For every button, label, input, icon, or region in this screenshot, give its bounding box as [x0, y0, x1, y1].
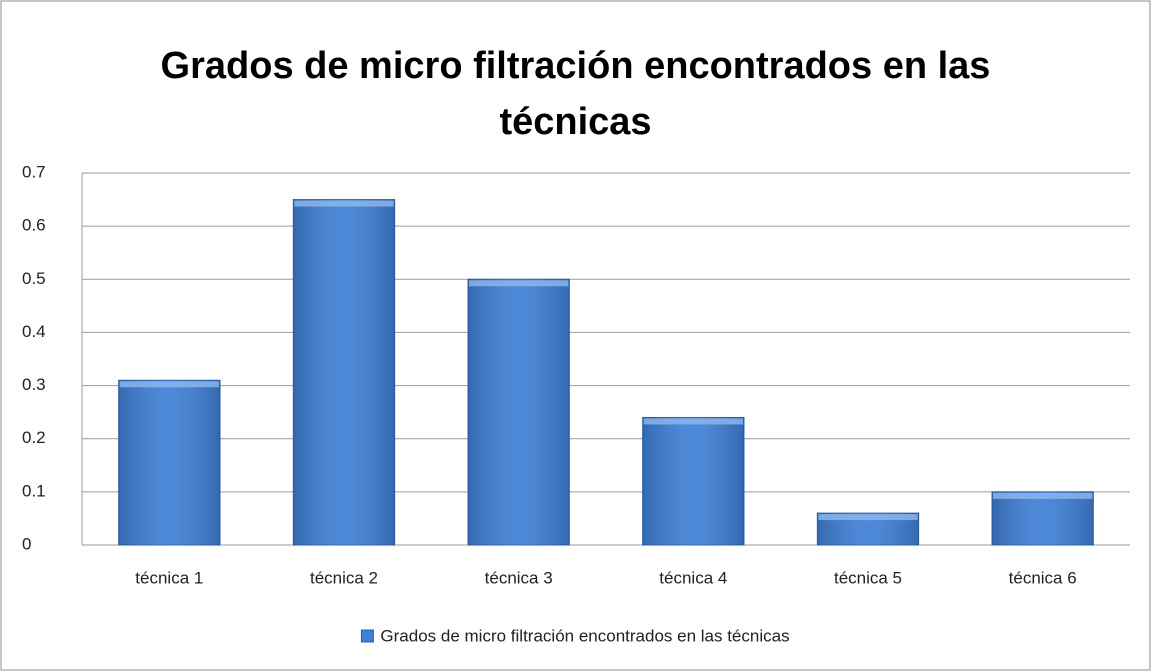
y-tick-label: 0.6 [22, 216, 46, 235]
y-tick-label: 0.1 [22, 481, 46, 500]
x-tick-label: técnica 2 [310, 568, 378, 587]
y-tick-label: 0.7 [22, 162, 46, 181]
chart-title: Grados de micro filtración encontrados e… [160, 45, 991, 143]
x-tick-label: técnica 5 [834, 568, 902, 587]
bar-highlight [643, 418, 743, 425]
x-tick-label: técnica 6 [1009, 568, 1077, 587]
legend-swatch [360, 629, 374, 643]
y-tick-label: 0.5 [22, 269, 46, 288]
bar-highlight [818, 514, 918, 521]
bar [991, 491, 1094, 546]
x-tick-label: técnica 4 [659, 568, 727, 587]
legend-label: Grados de micro filtración encontrados e… [380, 626, 789, 645]
y-tick-label: 0.2 [22, 428, 46, 447]
title-box: Grados de micro filtración encontrados e… [0, 38, 1151, 150]
x-tick-label: técnica 1 [135, 568, 203, 587]
bar-highlight [469, 280, 569, 287]
bar-highlight [119, 381, 219, 388]
y-tick-label: 0 [22, 534, 31, 553]
bar [642, 416, 745, 546]
y-tick-label: 0.3 [22, 375, 46, 394]
bar [467, 278, 570, 546]
bar [118, 379, 221, 546]
legend: Grados de micro filtración encontrados e… [360, 626, 790, 645]
bar [292, 199, 396, 546]
bar-highlight [993, 492, 1093, 499]
x-tick-label: técnica 3 [485, 568, 553, 587]
y-tick-label: 0.4 [22, 322, 46, 341]
bar-highlight [294, 200, 394, 207]
